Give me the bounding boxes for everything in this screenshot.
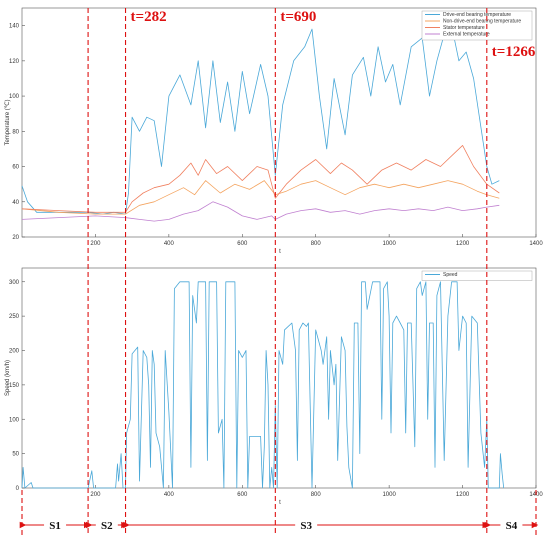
stage-label-bg [295, 516, 318, 530]
y-tick-label: 250 [9, 314, 20, 320]
y-tick-label: 300 [9, 280, 20, 286]
speed-panel: 2004006008001000120014000501001502002503… [5, 267, 543, 506]
y-tick-label: 200 [9, 349, 20, 355]
legend-entry: Drive-end bearing temperature [443, 12, 511, 18]
legend-entry: External temperature [443, 32, 490, 38]
x-tick-label: 1000 [382, 241, 396, 247]
series-line-non-drive-end-bearing-temperature [21, 180, 500, 215]
y-tick-label: 150 [9, 383, 20, 389]
plot-frame [21, 267, 537, 489]
y-tick-label: 140 [9, 24, 20, 30]
y-tick-label: 50 [12, 452, 19, 458]
x-axis-label: t [279, 249, 281, 255]
x-tick-label: 800 [311, 241, 322, 247]
stage-label-bg [44, 516, 67, 530]
series-line-speed [21, 281, 505, 489]
y-tick-label: 0 [16, 486, 20, 492]
x-axis-label: t [279, 500, 281, 506]
series-line-stator-temperature [21, 145, 500, 213]
x-tick-label: 200 [90, 492, 101, 498]
y-tick-label: 20 [12, 235, 19, 241]
x-tick-label: 200 [90, 241, 101, 247]
stage-label: S3 [300, 520, 312, 532]
x-tick-label: 800 [311, 492, 322, 498]
y-tick-label: 60 [12, 165, 19, 171]
y-tick-label: 100 [9, 417, 20, 423]
x-tick-label: 1000 [382, 492, 396, 498]
y-tick-label: 100 [9, 94, 20, 100]
y-tick-label: 80 [12, 129, 19, 135]
y-tick-label: 120 [9, 59, 20, 65]
legend-entry: Speed [443, 272, 458, 278]
x-tick-label: 600 [237, 241, 248, 247]
x-tick-label: 1400 [529, 241, 543, 247]
stage-label-bg [95, 516, 118, 530]
phase-marker-label: t=690 [280, 9, 316, 25]
plot-frame [21, 7, 537, 238]
temperature-panel: 200 400 600 800 1000 1200 1400 20 40 60 80 100 120 14… [5, 7, 543, 255]
x-tick-label: 1200 [456, 241, 470, 247]
phase-markers: t=282 t=690 t=1266 [21, 8, 537, 535]
y-tick-label: 40 [12, 200, 19, 206]
x-tick-label: 1200 [456, 492, 470, 498]
phase-marker-label: t=1266 [492, 44, 536, 60]
x-tick-label: 400 [164, 492, 175, 498]
legend-box [421, 10, 533, 41]
legend-box [421, 270, 533, 281]
stage-label: S4 [506, 520, 518, 532]
stage-annotations: S1 S2 S3 S4 [19, 516, 539, 532]
series-line-drive-end-bearing-temperature [21, 25, 500, 215]
y-axis-label: Speed (km/h) [5, 360, 11, 396]
x-tick-label: 400 [164, 241, 175, 247]
stage-label: S2 [101, 520, 113, 532]
stage-label-bg [500, 516, 523, 530]
legend-entry: Non-drive-end bearing temperature [443, 19, 521, 25]
stage-label: S1 [49, 520, 61, 532]
series-line-external-temperature [21, 201, 500, 222]
x-tick-label: 600 [237, 492, 248, 498]
y-axis-label: Temperature (℃) [5, 99, 11, 145]
phase-marker-label: t=282 [131, 9, 167, 25]
legend-entry: Stator temperature [443, 25, 485, 31]
